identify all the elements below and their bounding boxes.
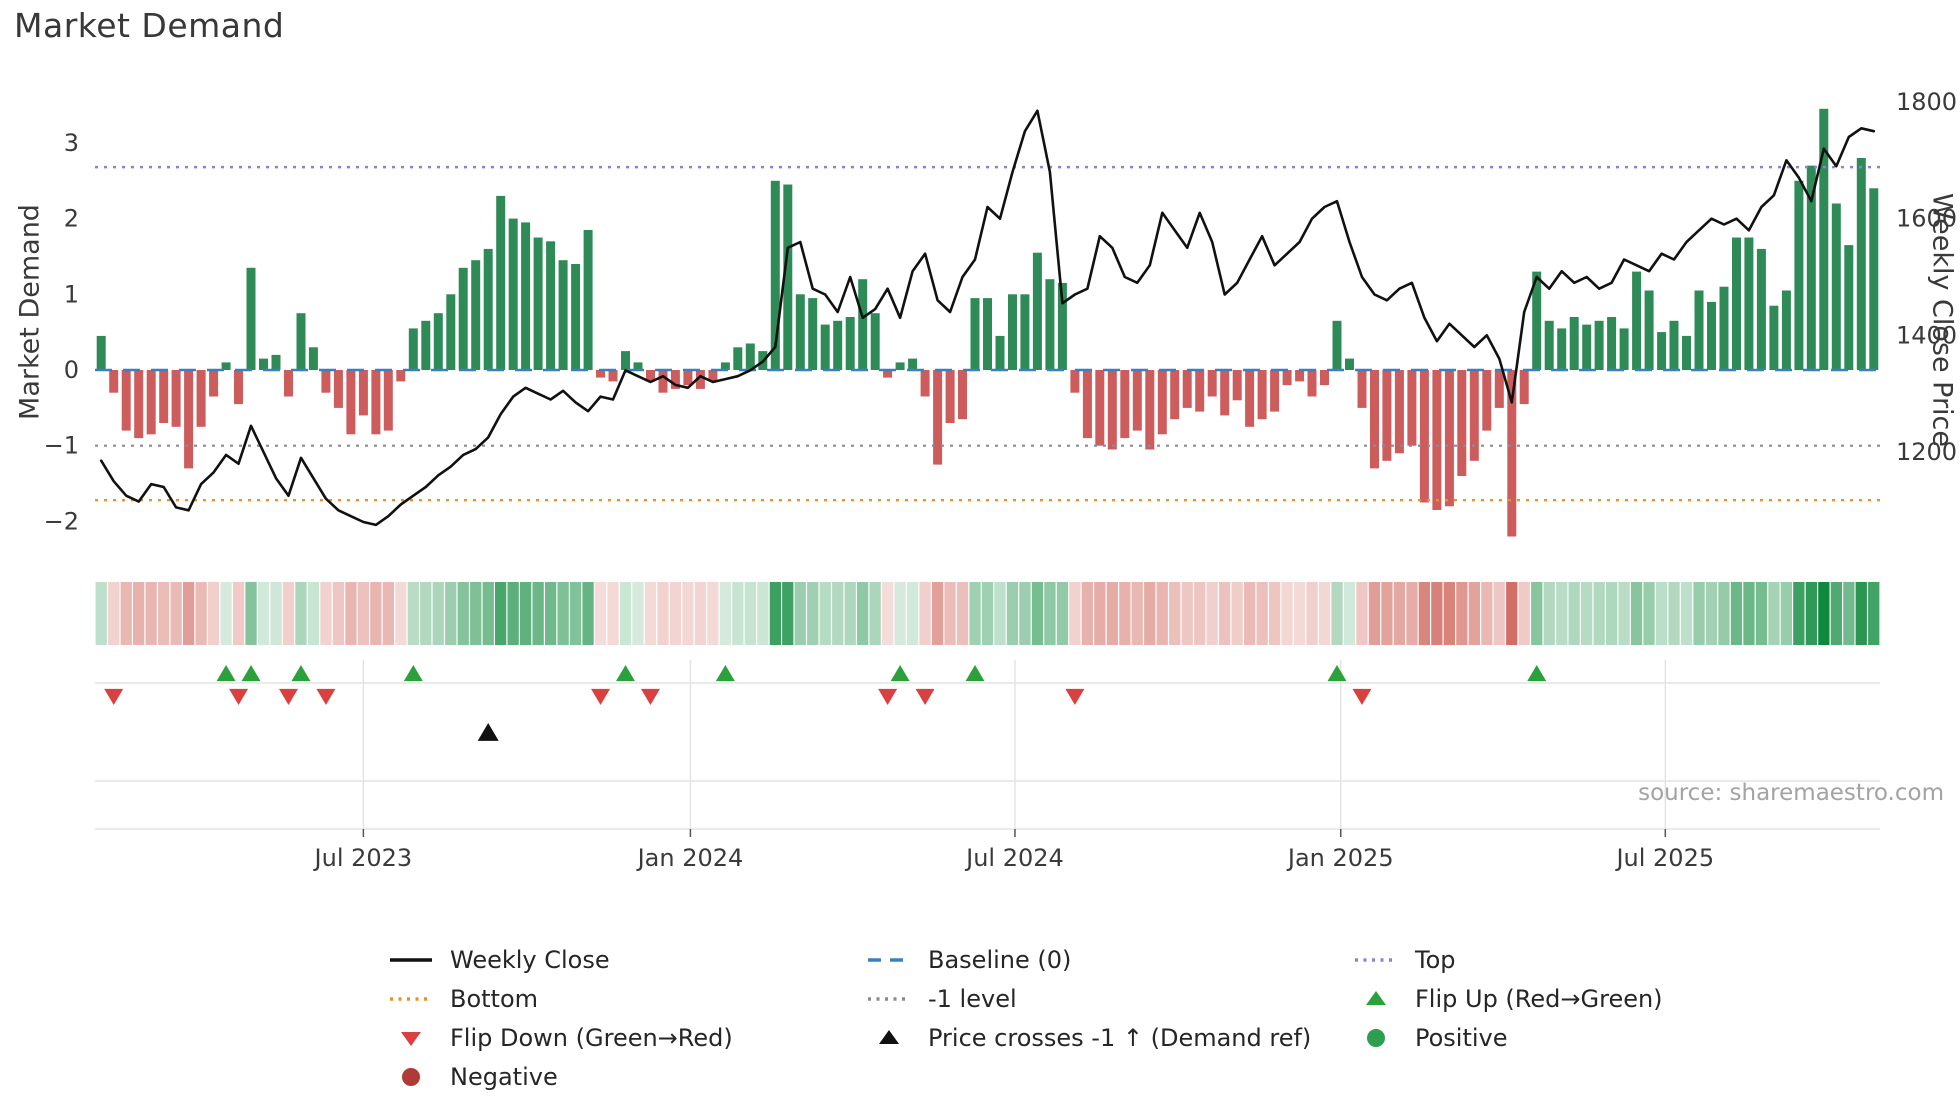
negative-icon [402, 1067, 420, 1086]
baseline-icon [868, 957, 910, 962]
svg-text:1800: 1800 [1896, 88, 1957, 116]
svg-text:−2: −2 [44, 507, 79, 535]
legend-column-2: Baseline (0) -1 level Price crosses -1 ↑ (… [866, 940, 1353, 1096]
svg-text:2: 2 [64, 205, 79, 233]
positive-icon [1367, 1028, 1385, 1047]
market-demand-chart: 3 2 1 0 −1 −2 1800 1600 1400 1200 Jul 2023 Jan 2024… [44, 88, 1957, 872]
flip-down-icon [401, 1031, 421, 1046]
source-credit: source: sharemaestro.com [1638, 780, 1944, 806]
weekly-close-line [99, 109, 1876, 527]
svg-text:3: 3 [64, 129, 79, 157]
x-tick-labels: Jul 2023 Jan 2024 Jul 2024 Jan 2025 Jul 2025 [313, 829, 1714, 872]
legend-label-baseline: Baseline (0) [928, 945, 1072, 974]
legend-label-flip-down: Flip Down (Green→Red) [450, 1023, 733, 1052]
legend-item-baseline: Baseline (0) [866, 940, 1353, 979]
legend-item-negative: Negative [388, 1057, 866, 1096]
top-icon [1355, 957, 1397, 962]
legend-item-flip-up: Flip Up (Red→Green) [1353, 979, 1663, 1018]
svg-text:Jan 2024: Jan 2024 [636, 844, 744, 872]
legend-label-top: Top [1415, 945, 1456, 974]
legend-column-3: Top Flip Up (Red→Green) Positive [1353, 940, 1663, 1096]
legend-item-minus1-level: -1 level [866, 979, 1353, 1018]
flip-up-icon [1366, 990, 1386, 1005]
svg-text:0: 0 [64, 356, 79, 384]
legend-label-minus1-level: -1 level [928, 984, 1017, 1013]
legend-item-weekly-close: Weekly Close [388, 940, 866, 979]
svg-text:1: 1 [64, 280, 79, 308]
legend-label-price-cross: Price crosses -1 ↑ (Demand ref) [928, 1023, 1312, 1052]
legend-item-bottom: Bottom [388, 979, 866, 1018]
legend-item-positive: Positive [1353, 1018, 1663, 1057]
svg-text:1600: 1600 [1896, 205, 1957, 233]
legend-label-weekly-close: Weekly Close [450, 945, 610, 974]
svg-text:Jan 2025: Jan 2025 [1286, 844, 1394, 872]
svg-text:Jul 2025: Jul 2025 [1614, 844, 1714, 872]
legend-label-flip-up: Flip Up (Red→Green) [1415, 984, 1663, 1013]
svg-text:Jul 2023: Jul 2023 [313, 844, 413, 872]
svg-text:1400: 1400 [1896, 321, 1957, 349]
bottom-icon [390, 996, 432, 1001]
demand-bars [96, 108, 1879, 537]
flip-up-markers [216, 664, 1547, 682]
weekly-close-icon [390, 957, 432, 962]
svg-text:Jul 2024: Jul 2024 [964, 844, 1064, 872]
flip-down-markers [104, 688, 1372, 706]
legend-label-negative: Negative [450, 1062, 558, 1091]
left-tick-labels: 3 2 1 0 −1 −2 [44, 129, 79, 536]
legend-item-top: Top [1353, 940, 1663, 979]
svg-text:−1: −1 [44, 432, 79, 460]
price-cross-icon [879, 1029, 899, 1044]
svg-text:1200: 1200 [1896, 438, 1957, 466]
chart-legend: Weekly Close Bottom Flip Down (Green→Red) N… [388, 940, 1663, 1096]
price-cross-markers [477, 723, 499, 741]
page-title: Market Demand [14, 6, 285, 45]
heatmap-strip [95, 582, 1880, 645]
minus1-level-icon [868, 996, 910, 1001]
marker-panel-grid [95, 660, 1880, 830]
legend-label-positive: Positive [1415, 1023, 1508, 1052]
right-tick-labels: 1800 1600 1400 1200 [1896, 88, 1957, 466]
legend-label-bottom: Bottom [450, 984, 539, 1013]
legend-column-1: Weekly Close Bottom Flip Down (Green→Red) N… [388, 940, 866, 1096]
legend-item-flip-down: Flip Down (Green→Red) [388, 1018, 866, 1057]
legend-item-price-cross: Price crosses -1 ↑ (Demand ref) [866, 1018, 1353, 1057]
